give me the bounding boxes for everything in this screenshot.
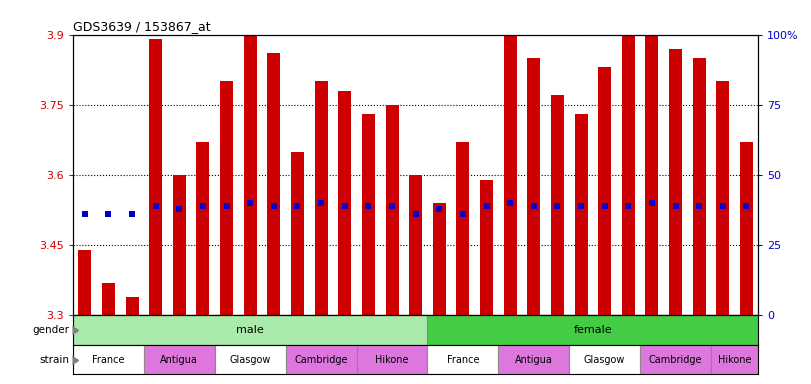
Bar [457, 142, 470, 315]
Bar [433, 203, 446, 315]
Bar [215, 345, 285, 374]
Text: Antigua: Antigua [161, 355, 198, 365]
Bar [716, 81, 729, 315]
Bar [504, 35, 517, 315]
Text: Cambridge: Cambridge [649, 355, 702, 365]
Text: GDS3639 / 153867_at: GDS3639 / 153867_at [73, 20, 211, 33]
Bar [599, 67, 611, 315]
Legend: transformed count, percentile rank within the sample: transformed count, percentile rank withi… [78, 382, 278, 384]
Bar [291, 152, 304, 315]
Bar [385, 105, 398, 315]
Text: Hikone: Hikone [718, 355, 752, 365]
Bar [480, 180, 493, 315]
Text: Glasgow: Glasgow [230, 355, 271, 365]
Text: Cambridge: Cambridge [294, 355, 348, 365]
Bar [173, 175, 186, 315]
Bar [73, 315, 427, 345]
Bar [693, 58, 706, 315]
Bar [622, 35, 635, 315]
Bar [711, 345, 758, 374]
Text: strain: strain [39, 355, 69, 365]
Text: France: France [92, 355, 125, 365]
Bar [574, 114, 587, 315]
Bar [527, 58, 540, 315]
Bar [357, 345, 427, 374]
Bar [79, 250, 92, 315]
Bar [640, 345, 711, 374]
Bar [646, 30, 659, 315]
Bar [427, 345, 498, 374]
Bar [196, 142, 209, 315]
Bar [315, 81, 328, 315]
Bar [409, 175, 423, 315]
Bar [220, 81, 233, 315]
Bar [569, 345, 640, 374]
Bar [669, 49, 682, 315]
Bar [551, 95, 564, 315]
Bar [338, 91, 351, 315]
Bar [149, 39, 162, 315]
Text: Hikone: Hikone [375, 355, 409, 365]
Bar [73, 345, 144, 374]
Bar [244, 35, 257, 315]
Bar [126, 296, 139, 315]
Bar [498, 345, 569, 374]
Bar [285, 345, 357, 374]
Bar [73, 315, 758, 384]
Bar [362, 114, 375, 315]
Bar [144, 345, 215, 374]
Text: male: male [236, 325, 264, 335]
Text: female: female [573, 325, 612, 335]
Text: Glasgow: Glasgow [584, 355, 625, 365]
Bar [268, 53, 281, 315]
Bar [427, 315, 758, 345]
Text: Antigua: Antigua [515, 355, 553, 365]
Bar [740, 142, 753, 315]
Text: France: France [447, 355, 479, 365]
Text: gender: gender [32, 325, 69, 335]
Bar [102, 283, 115, 315]
